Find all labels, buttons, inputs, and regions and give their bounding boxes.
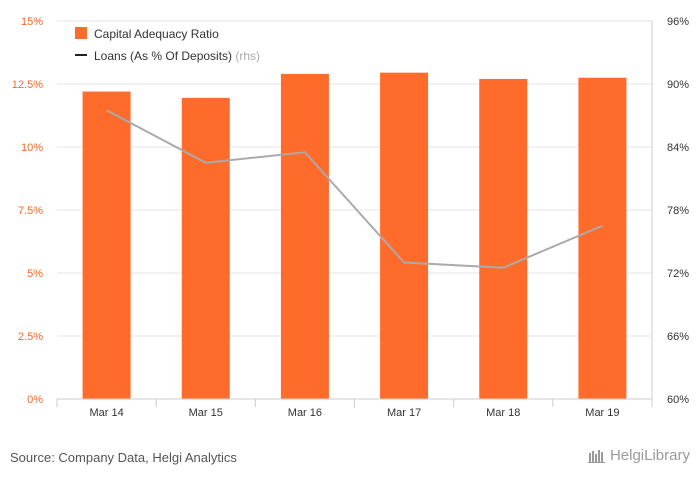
- x-tick-label: Mar 14: [89, 407, 123, 419]
- line-series: [106, 109, 603, 269]
- legend-label-bar: Capital Adequacy Ratio: [94, 27, 219, 41]
- source-note: Source: Company Data, Helgi Analytics: [10, 450, 237, 465]
- brand-name: HelgiLibrary: [609, 447, 690, 464]
- y-left-tick-label: 7.5%: [18, 205, 43, 217]
- y-right-tick-label: 72%: [667, 268, 689, 280]
- bar: [181, 97, 230, 400]
- y-left-tick-label: 10%: [21, 142, 43, 154]
- legend-label-line: Loans (As % Of Deposits) (rhs): [94, 49, 260, 63]
- legend: Capital Adequacy Ratio Loans (As % Of Dep…: [75, 27, 260, 63]
- y-right-tick-label: 96%: [667, 16, 689, 28]
- library-icon: [587, 449, 605, 463]
- x-tick-label: Mar 15: [189, 407, 223, 419]
- x-tick-label: Mar 16: [288, 407, 322, 419]
- x-tick-label: Mar 17: [387, 407, 421, 419]
- legend-label-suffix: (rhs): [235, 49, 260, 63]
- y-left-tick-label: 0%: [27, 394, 43, 406]
- bar: [479, 78, 528, 400]
- x-tick-label: Mar 19: [585, 407, 619, 419]
- grid-lines: [57, 20, 652, 400]
- bar: [578, 77, 627, 399]
- y-right-tick-label: 84%: [667, 142, 689, 154]
- bar: [380, 72, 429, 399]
- y-right-tick-label: 78%: [667, 205, 689, 217]
- y-left-tick-label: 15%: [21, 16, 43, 28]
- y-right-tick-label: 66%: [667, 331, 689, 343]
- y-left-tick-label: 12.5%: [12, 79, 43, 91]
- bar: [280, 73, 329, 400]
- brand-logo: HelgiLibrary: [587, 447, 690, 464]
- axes: 0% 2.5% 5% 7.5% 10% 12.5% 15% 60% 66% 72% 78% 84% 90…: [12, 16, 689, 419]
- bar-series: [82, 72, 627, 400]
- legend-swatch-bar: [75, 27, 87, 39]
- bar: [82, 91, 131, 399]
- loans-line: [106, 109, 603, 269]
- y-left-tick-label: 2.5%: [18, 331, 43, 343]
- y-left-tick-label: 5%: [27, 268, 43, 280]
- y-right-tick-label: 90%: [667, 79, 689, 91]
- y-right-tick-label: 60%: [667, 394, 689, 406]
- chart: 0% 2.5% 5% 7.5% 10% 12.5% 15% 60% 66% 72% 78% 84% 90…: [12, 16, 689, 419]
- x-tick-label: Mar 18: [486, 407, 520, 419]
